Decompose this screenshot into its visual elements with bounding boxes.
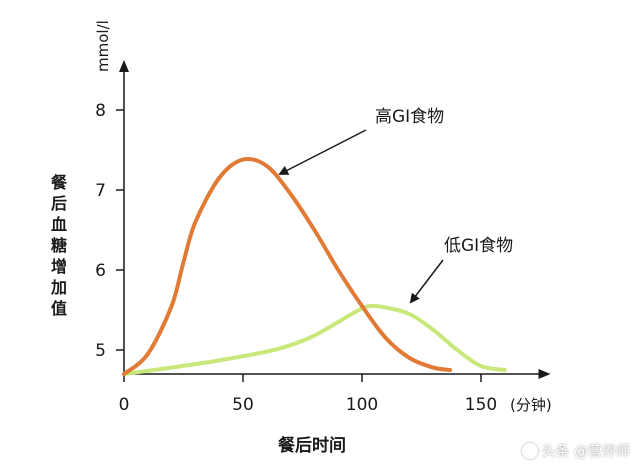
high-gi-label: 高GI食物 (375, 107, 444, 127)
low-gi-arrow-icon (409, 259, 444, 304)
y-unit-label: mmol/l (94, 20, 112, 72)
high-gi-curve (122, 156, 453, 376)
x-tick-label: 0 (119, 395, 130, 415)
x-tick-label: 150 (465, 395, 497, 415)
x-tick-label: 100 (346, 395, 378, 415)
low-gi-label: 低GI食物 (444, 236, 513, 256)
y-tick-label: 5 (95, 341, 106, 361)
series-layer (122, 156, 507, 376)
x-unit-label: (分钟) (510, 396, 552, 414)
watermark: 头条 @营养师 (521, 441, 630, 461)
watermark-text: 头条 @营养师 (541, 444, 630, 460)
x-tick-label: 50 (232, 395, 254, 415)
tick-labels: 5 6 7 8 0 50 100 150 (95, 101, 497, 415)
x-axis-arrow-icon (538, 369, 551, 379)
high-gi-arrow-icon (278, 129, 367, 175)
y-axis-title: 餐后血糖增加值 (50, 173, 67, 318)
y-axis-arrow-icon (119, 60, 129, 72)
y-tick-label: 7 (95, 181, 106, 201)
watermark-logo-icon (521, 443, 538, 459)
axes (116, 60, 551, 382)
y-tick-label: 8 (95, 101, 106, 121)
x-axis-title: 餐后时间 (278, 435, 346, 456)
low-gi-curve (122, 303, 507, 376)
y-tick-label: 6 (95, 261, 106, 281)
